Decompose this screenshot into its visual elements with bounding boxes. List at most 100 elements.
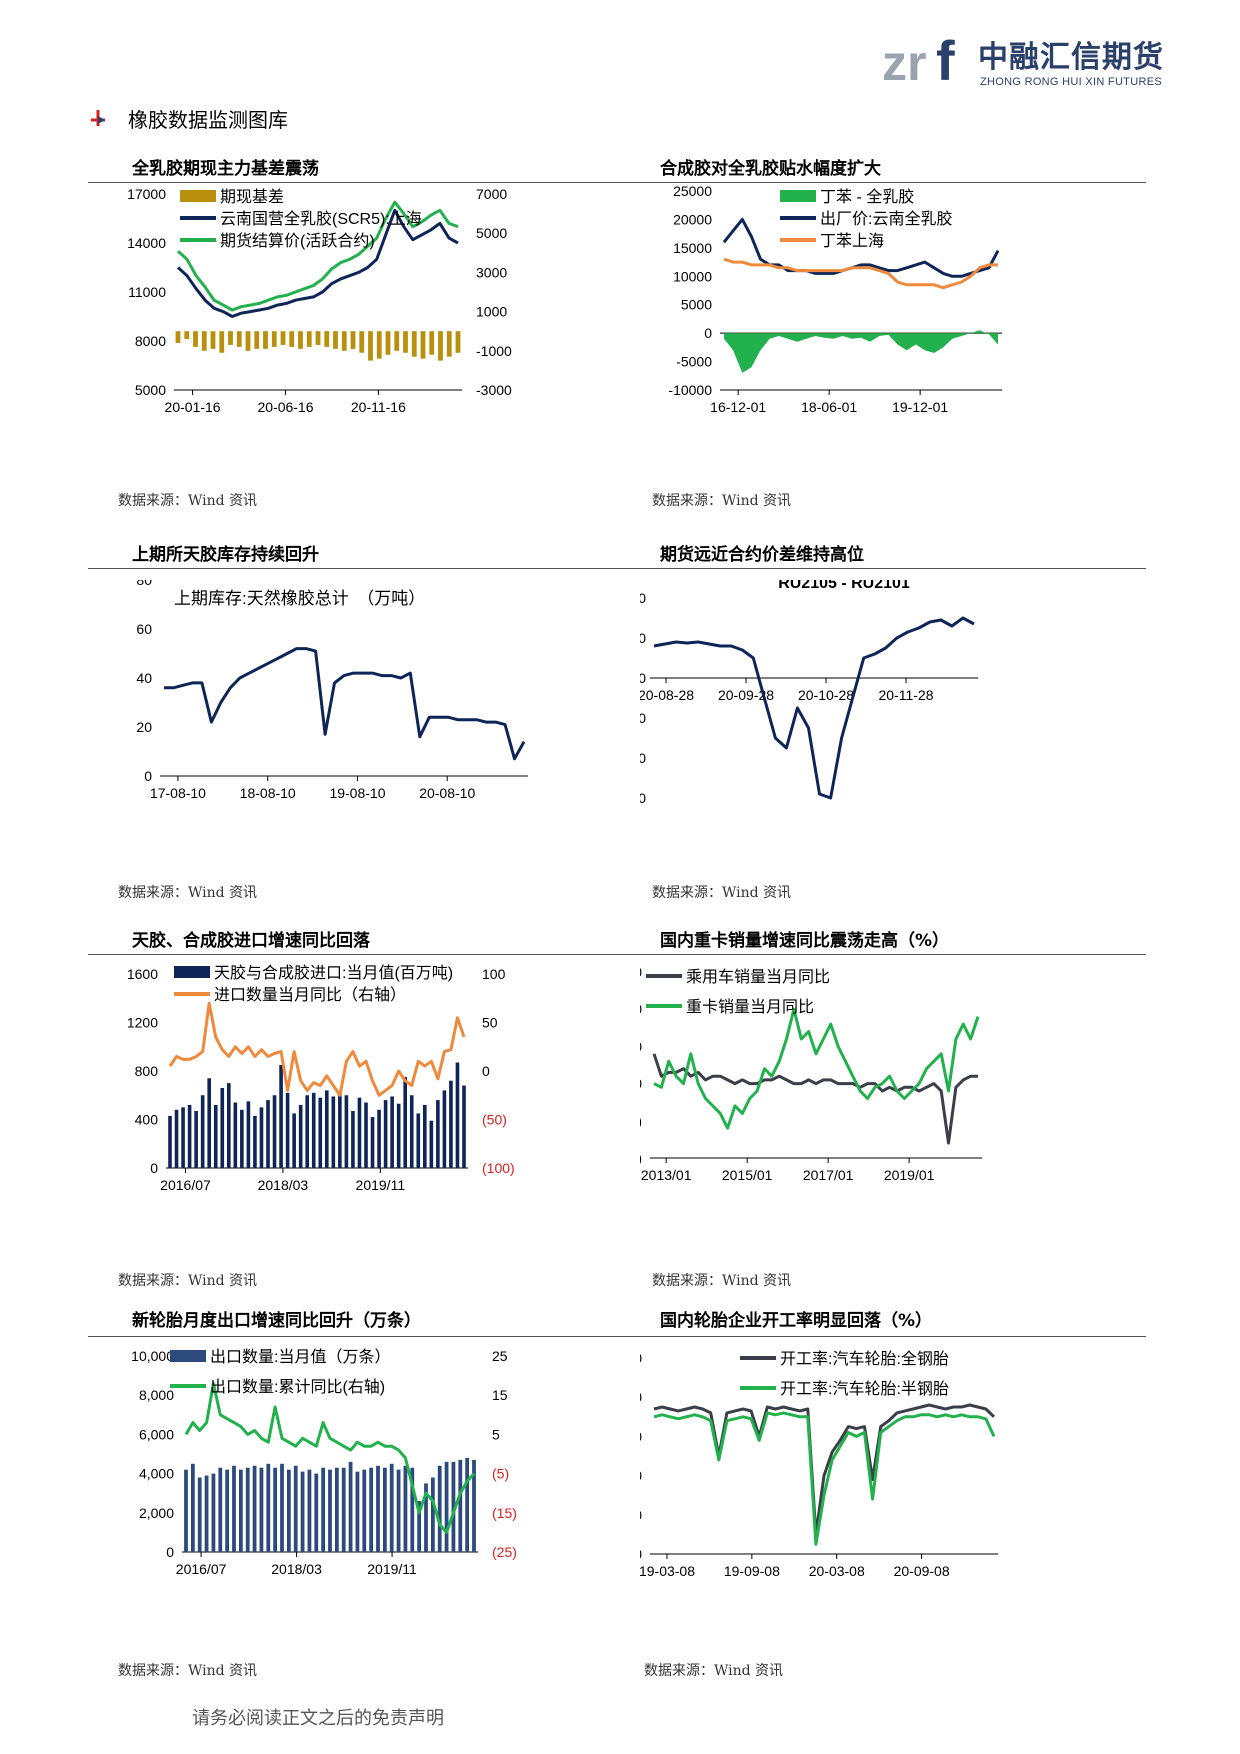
bar [211, 1473, 216, 1552]
y-tick-label: 4,000 [139, 1466, 174, 1482]
bar [444, 1461, 449, 1552]
bar [194, 1111, 198, 1168]
legend-label: 期货结算价(活跃合约) [220, 231, 375, 250]
y-tick-label: 400 [135, 1112, 159, 1128]
bar [472, 1459, 476, 1552]
y2-tick-label: 25 [492, 1348, 508, 1364]
x-tick-label: 2016/07 [160, 1177, 211, 1193]
bar [429, 331, 435, 355]
legend-label: 进口数量当月同比（右轴） [214, 986, 406, 1004]
x-tick-label: 20-01-16 [165, 399, 221, 415]
legend-label: 云南国营全乳胶(SCR5):上海 [220, 210, 422, 228]
bar [376, 331, 382, 359]
legend-label: 出口数量:累计同比(右轴) [210, 1378, 385, 1396]
y2-tick-label: -1000 [476, 343, 512, 359]
y-tick-label: 80 [136, 580, 152, 588]
chart-subtitle: RU2105 - RU2101 [778, 580, 910, 592]
chart-rubber-imports: 1600 1200 800 400 0 100 50 0 (50) (100) 2016/07 201… [127, 964, 515, 1193]
bar [193, 331, 198, 347]
bar [396, 1103, 401, 1168]
y-tick-label: 15000 [673, 240, 712, 256]
bar [333, 331, 338, 349]
bar [184, 1469, 188, 1552]
bar [289, 331, 295, 347]
bar [357, 1097, 362, 1168]
bar [259, 1107, 264, 1168]
bar [341, 331, 347, 351]
bar [298, 1104, 303, 1168]
bar [233, 1102, 238, 1168]
legend-swatch [180, 190, 216, 202]
y2-tick-label: -3000 [476, 382, 512, 398]
bar [455, 1062, 460, 1168]
bar [200, 1095, 205, 1168]
bar [458, 1459, 463, 1552]
bar [226, 1083, 231, 1168]
y-tick-label: 14000 [127, 235, 166, 251]
bar [292, 1113, 296, 1168]
y2-tick-label: (25) [492, 1544, 517, 1560]
y-tick-label: 0 [640, 1546, 642, 1562]
bar [462, 1085, 466, 1168]
y-tick-label: 6,000 [139, 1426, 174, 1442]
x-tick-label: 17-08-10 [150, 785, 206, 801]
legend-swatch [170, 1350, 206, 1362]
legend-label: 出厂价:云南全乳胶 [820, 210, 952, 228]
bar [238, 1469, 243, 1552]
legend-label: 丁苯 - 全乳胶 [820, 188, 914, 206]
y-tick-label: 5000 [681, 297, 712, 313]
x-tick-label: 2019/01 [884, 1167, 935, 1183]
x-tick-label: 2019/11 [356, 1177, 406, 1193]
bar [175, 331, 181, 343]
x-tick-label: 19-12-01 [892, 399, 948, 415]
chart-annotation: 上期库存:天然橡胶总计 （万吨） [174, 589, 425, 608]
bar [403, 1465, 408, 1552]
bar [201, 331, 207, 351]
bar [197, 1477, 202, 1552]
y-tick-label: 10000 [673, 268, 712, 284]
y2-tick-label: (50) [482, 1112, 507, 1128]
bar [416, 1113, 421, 1168]
y-tick-label: 40 [136, 670, 152, 686]
bar [266, 1100, 270, 1168]
data-source: 数据来源：Wind 资讯 [644, 1663, 784, 1679]
y-tick-label: 0 [144, 768, 152, 784]
bar [383, 1100, 388, 1168]
data-source: 数据来源：Wind 资讯 [118, 885, 258, 901]
y-tick-label: 17000 [127, 186, 166, 202]
bar [213, 1104, 218, 1168]
bar [436, 1100, 440, 1168]
line-series [168, 1001, 466, 1097]
line-series [176, 200, 459, 312]
data-source: 数据来源：Wind 资讯 [652, 493, 792, 509]
data-source: 数据来源：Wind 资讯 [118, 1663, 258, 1679]
divider [88, 182, 1146, 183]
y-tick-label: 1200 [127, 1015, 158, 1031]
y-tick-label: 400 [640, 590, 646, 606]
x-tick-label: 2017/01 [803, 1167, 854, 1183]
divider [88, 1336, 1146, 1337]
y-tick-label: 8000 [135, 333, 166, 349]
svg-text:f: f [936, 29, 955, 90]
y-tick-label: (50) [640, 1113, 642, 1129]
y-tick-label: 0 [640, 670, 646, 686]
x-tick-label: 2019/11 [367, 1561, 417, 1577]
y2-tick-label: 1000 [476, 304, 507, 320]
y-tick-label: 8,000 [139, 1387, 174, 1403]
bar [394, 331, 400, 351]
bar [219, 331, 225, 353]
bar [422, 1104, 427, 1168]
bar [298, 331, 303, 349]
y-tick-label: 50 [640, 1038, 642, 1054]
bar [429, 1120, 434, 1168]
y2-tick-label: 50 [482, 1015, 498, 1031]
bar [220, 1087, 225, 1168]
bar [410, 1467, 415, 1552]
bar [286, 1469, 291, 1552]
x-tick-label: 20-03-08 [809, 1563, 865, 1579]
legend-label: 开工率:汽车轮胎:全钢胎 [780, 1350, 949, 1368]
bar [272, 1095, 277, 1168]
x-tick-label: 18-06-01 [801, 399, 857, 415]
chart-title-5: 天胶、合成胶进口增速同比回落 [132, 931, 370, 951]
zrf-logo-mark: zr f [882, 29, 955, 90]
